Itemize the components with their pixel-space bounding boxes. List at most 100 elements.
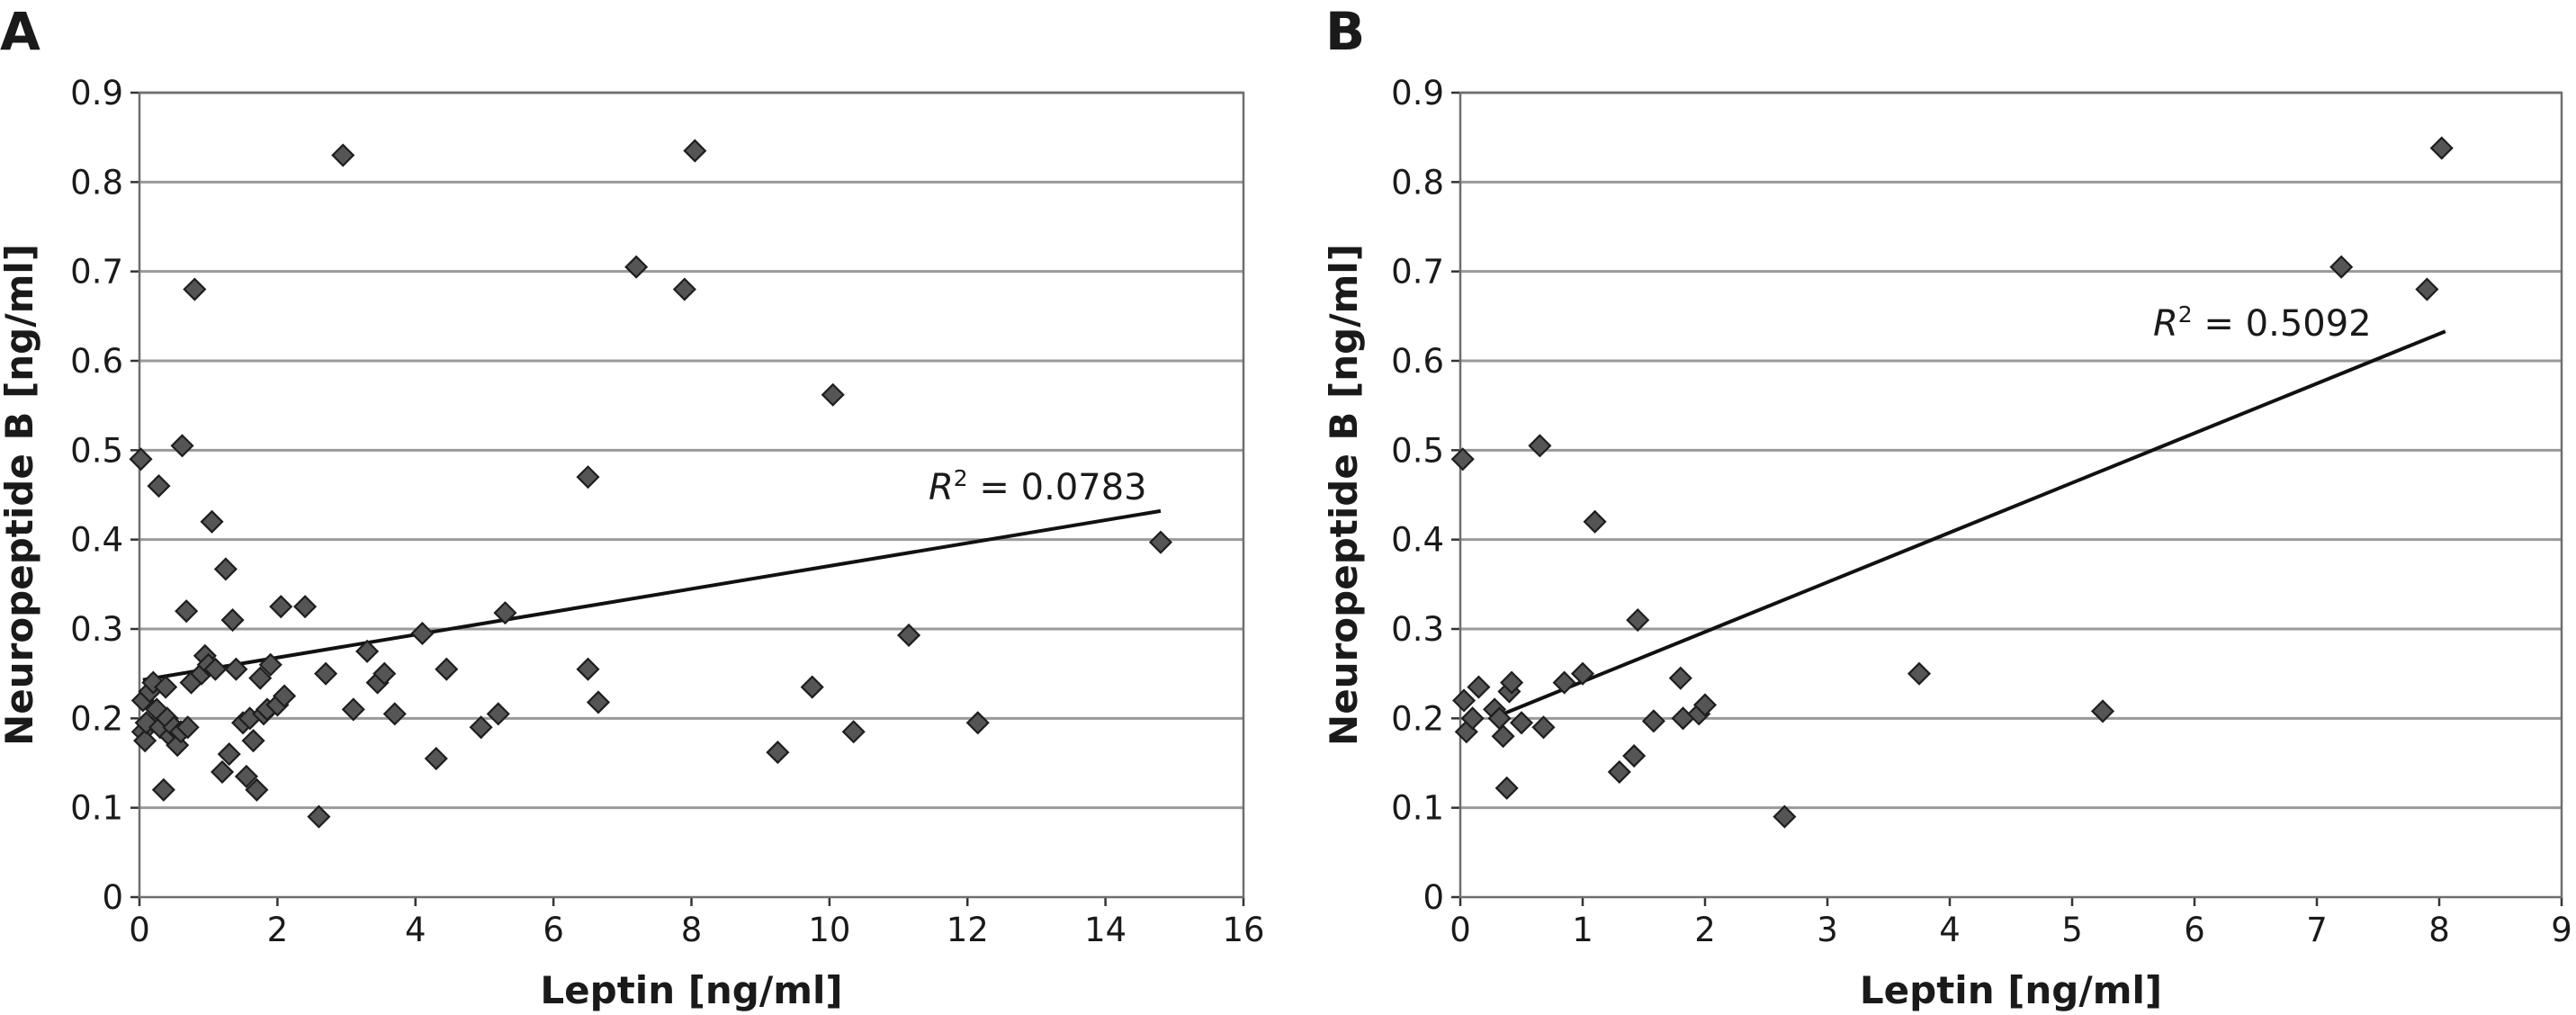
data-point xyxy=(224,657,248,681)
data-point xyxy=(1773,804,1797,829)
data-point xyxy=(1528,434,1552,458)
data-point xyxy=(1570,661,1595,686)
data-point xyxy=(2429,136,2454,160)
x-tick-label: 4 xyxy=(405,911,426,949)
data-point xyxy=(1509,711,1534,735)
data-point xyxy=(1668,666,1692,690)
data-point xyxy=(203,657,228,681)
y-tick-label: 0.1 xyxy=(1391,789,1444,828)
panel-letter: B xyxy=(1325,1,1365,62)
x-tick-label: 3 xyxy=(1817,911,1838,949)
data-point xyxy=(1641,709,1665,733)
y-tick-label: 0.9 xyxy=(1391,74,1444,112)
data-point xyxy=(1692,693,1718,717)
data-point xyxy=(1907,661,1932,686)
data-point xyxy=(1460,706,1485,731)
superscript-2: 2 xyxy=(954,465,968,491)
data-point xyxy=(307,804,331,829)
data-point xyxy=(248,666,273,690)
x-tick-label: 8 xyxy=(681,911,703,949)
data-point xyxy=(624,255,649,279)
data-point xyxy=(672,277,696,301)
y-tick-label: 0.1 xyxy=(70,789,123,828)
data-point xyxy=(170,434,194,458)
x-axis-label: Leptin [ng/ml] xyxy=(1860,968,2162,1012)
trend-line xyxy=(1502,329,2446,716)
data-point xyxy=(1148,530,1173,554)
data-point xyxy=(217,742,241,767)
data-point xyxy=(800,675,824,699)
y-tick-label: 0.4 xyxy=(1391,521,1444,560)
data-point xyxy=(382,702,407,726)
r-squared-value: = 0.5092 xyxy=(2193,303,2372,345)
x-tick-label: 5 xyxy=(2061,911,2083,949)
x-tick-label: 6 xyxy=(543,911,564,949)
data-point xyxy=(183,277,207,301)
r-squared-label: R2 = 0.5092 xyxy=(2153,301,2372,345)
data-point xyxy=(683,139,707,163)
trend-line xyxy=(142,508,1162,682)
x-axis-label: Leptin [ng/ml] xyxy=(540,968,842,1012)
y-tick-label: 0.2 xyxy=(70,699,123,738)
x-tick-label: 7 xyxy=(2306,911,2328,949)
y-tick-label: 0.2 xyxy=(1391,699,1444,738)
data-point xyxy=(1552,670,1576,695)
x-tick-label: 2 xyxy=(267,911,289,949)
superscript-2: 2 xyxy=(2178,301,2193,328)
data-point xyxy=(1626,608,1650,633)
data-point xyxy=(1583,509,1607,534)
data-point xyxy=(586,690,611,714)
data-point xyxy=(175,599,199,624)
data-point xyxy=(134,711,158,735)
y-tick-label: 0 xyxy=(1423,878,1444,917)
data-point xyxy=(435,657,459,681)
panel-a: A 0 0.1 0.2 0.3 0.4 0.5 0.6 0.7 0.8 0.9 0 2 4 6 8 10 12 14… xyxy=(0,1,1265,1012)
data-point xyxy=(166,733,190,758)
y-tick-label: 0.4 xyxy=(70,521,123,560)
x-tick-label: 10 xyxy=(808,911,850,949)
data-point xyxy=(245,777,269,802)
plot-frame xyxy=(138,91,1245,899)
data-point xyxy=(2329,255,2354,279)
data-point xyxy=(1491,724,1515,749)
y-tick-label: 0 xyxy=(102,878,123,917)
data-point xyxy=(1452,688,1476,713)
data-point xyxy=(355,639,380,663)
data-point xyxy=(1622,743,1647,768)
data-point xyxy=(576,465,600,490)
x-tick-label: 0 xyxy=(129,911,150,949)
data-point xyxy=(200,509,224,534)
data-point xyxy=(486,702,510,726)
data-point xyxy=(341,697,365,722)
y-tick-label: 0.5 xyxy=(70,431,123,470)
data-point xyxy=(151,777,175,802)
data-point xyxy=(2415,277,2439,301)
y-tick-label: 0.5 xyxy=(1391,431,1444,470)
data-point xyxy=(1450,447,1475,472)
data-point xyxy=(576,657,600,681)
x-tick-label: 8 xyxy=(2428,911,2450,949)
data-point xyxy=(1467,675,1491,699)
data-point xyxy=(424,746,448,771)
data-point xyxy=(154,675,178,699)
y-tick-label: 0.8 xyxy=(1391,163,1444,202)
data-point xyxy=(1607,759,1631,784)
data-point xyxy=(210,759,235,784)
data-point xyxy=(1500,670,1524,695)
data-point xyxy=(372,661,397,686)
data-point xyxy=(234,764,258,788)
y-tick-label: 0.7 xyxy=(70,253,123,292)
data-point xyxy=(410,621,435,646)
x-tick-label: 14 xyxy=(1084,911,1126,949)
data-point xyxy=(821,382,845,407)
data-point xyxy=(129,447,153,472)
data-point xyxy=(292,595,318,619)
y-axis-label: Neuropeptide B [ng/ml] xyxy=(1322,244,1366,746)
data-point xyxy=(1531,715,1556,740)
data-point xyxy=(331,143,355,167)
y-tick-label: 0.9 xyxy=(70,74,123,112)
data-point xyxy=(269,595,293,619)
y-axis-label: Neuropeptide B [ng/ml] xyxy=(0,244,41,746)
data-point xyxy=(133,729,157,753)
